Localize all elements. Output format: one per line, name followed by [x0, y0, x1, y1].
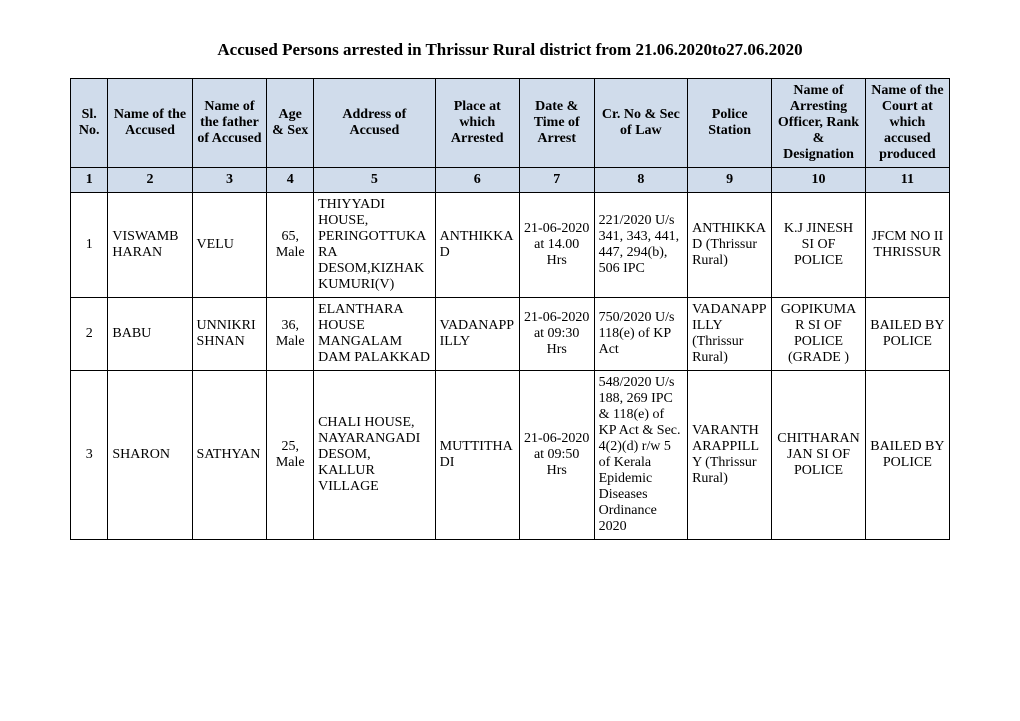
cell-crno: 221/2020 U/s 341, 343, 441, 447, 294(b),… — [594, 193, 688, 298]
cell-father: UNNIKRISHNAN — [192, 298, 267, 371]
cell-officer: GOPIKUMAR SI OF POLICE (GRADE ) — [772, 298, 866, 371]
cell-name: VISWAMBHARAN — [108, 193, 192, 298]
cell-slno: 3 — [71, 371, 108, 540]
col-header-court: Name of the Court at which accused produ… — [865, 79, 949, 168]
colnum: 3 — [192, 168, 267, 193]
col-header-place: Place at which Arrested — [435, 79, 519, 168]
cell-age: 65, Male — [267, 193, 314, 298]
col-header-station: Police Station — [688, 79, 772, 168]
arrest-table: Sl. No. Name of the Accused Name of the … — [70, 78, 950, 540]
col-header-officer: Name of Arresting Officer, Rank & Design… — [772, 79, 866, 168]
colnum: 1 — [71, 168, 108, 193]
cell-station: VADANAPPILLY (Thrissur Rural) — [688, 298, 772, 371]
col-header-age: Age & Sex — [267, 79, 314, 168]
cell-crno: 750/2020 U/s 118(e) of KP Act — [594, 298, 688, 371]
colnum: 11 — [865, 168, 949, 193]
col-header-crno: Cr. No & Sec of Law — [594, 79, 688, 168]
cell-father: SATHYAN — [192, 371, 267, 540]
cell-place: MUTTITHADI — [435, 371, 519, 540]
cell-officer: CHITHARANJAN SI OF POLICE — [772, 371, 866, 540]
cell-slno: 2 — [71, 298, 108, 371]
cell-station: ANTHIKKAD (Thrissur Rural) — [688, 193, 772, 298]
cell-slno: 1 — [71, 193, 108, 298]
table-row: 2 BABU UNNIKRISHNAN 36, Male ELANTHARA H… — [71, 298, 950, 371]
cell-date: 21-06-2020 at 09:50 Hrs — [519, 371, 594, 540]
cell-court: BAILED BY POLICE — [865, 298, 949, 371]
col-header-father: Name of the father of Accused — [192, 79, 267, 168]
cell-address: CHALI HOUSE, NAYARANGADI DESOM, KALLUR V… — [314, 371, 436, 540]
col-header-name: Name of the Accused — [108, 79, 192, 168]
cell-address: THIYYADI HOUSE, PERINGOTTUKARA DESOM,KIZ… — [314, 193, 436, 298]
cell-officer: K.J JINESH SI OF POLICE — [772, 193, 866, 298]
colnum: 2 — [108, 168, 192, 193]
colnum: 8 — [594, 168, 688, 193]
cell-date: 21-06-2020 at 14.00 Hrs — [519, 193, 594, 298]
colnum: 6 — [435, 168, 519, 193]
cell-name: BABU — [108, 298, 192, 371]
page-title: Accused Persons arrested in Thrissur Rur… — [70, 40, 950, 60]
cell-age: 36, Male — [267, 298, 314, 371]
cell-court: JFCM NO II THRISSUR — [865, 193, 949, 298]
col-header-slno: Sl. No. — [71, 79, 108, 168]
table-row: 1 VISWAMBHARAN VELU 65, Male THIYYADI HO… — [71, 193, 950, 298]
colnum: 4 — [267, 168, 314, 193]
col-header-date: Date & Time of Arrest — [519, 79, 594, 168]
colnum: 10 — [772, 168, 866, 193]
cell-station: VARANTHARAPPILLY (Thrissur Rural) — [688, 371, 772, 540]
cell-name: SHARON — [108, 371, 192, 540]
col-header-address: Address of Accused — [314, 79, 436, 168]
cell-court: BAILED BY POLICE — [865, 371, 949, 540]
table-row: 3 SHARON SATHYAN 25, Male CHALI HOUSE, N… — [71, 371, 950, 540]
cell-date: 21-06-2020 at 09:30 Hrs — [519, 298, 594, 371]
cell-father: VELU — [192, 193, 267, 298]
header-row: Sl. No. Name of the Accused Name of the … — [71, 79, 950, 168]
colnum: 9 — [688, 168, 772, 193]
colnum: 7 — [519, 168, 594, 193]
colnum: 5 — [314, 168, 436, 193]
column-number-row: 1 2 3 4 5 6 7 8 9 10 11 — [71, 168, 950, 193]
cell-place: VADANAPPILLY — [435, 298, 519, 371]
cell-age: 25, Male — [267, 371, 314, 540]
cell-place: ANTHIKKAD — [435, 193, 519, 298]
cell-crno: 548/2020 U/s 188, 269 IPC & 118(e) of KP… — [594, 371, 688, 540]
cell-address: ELANTHARA HOUSE MANGALAM DAM PALAKKAD — [314, 298, 436, 371]
